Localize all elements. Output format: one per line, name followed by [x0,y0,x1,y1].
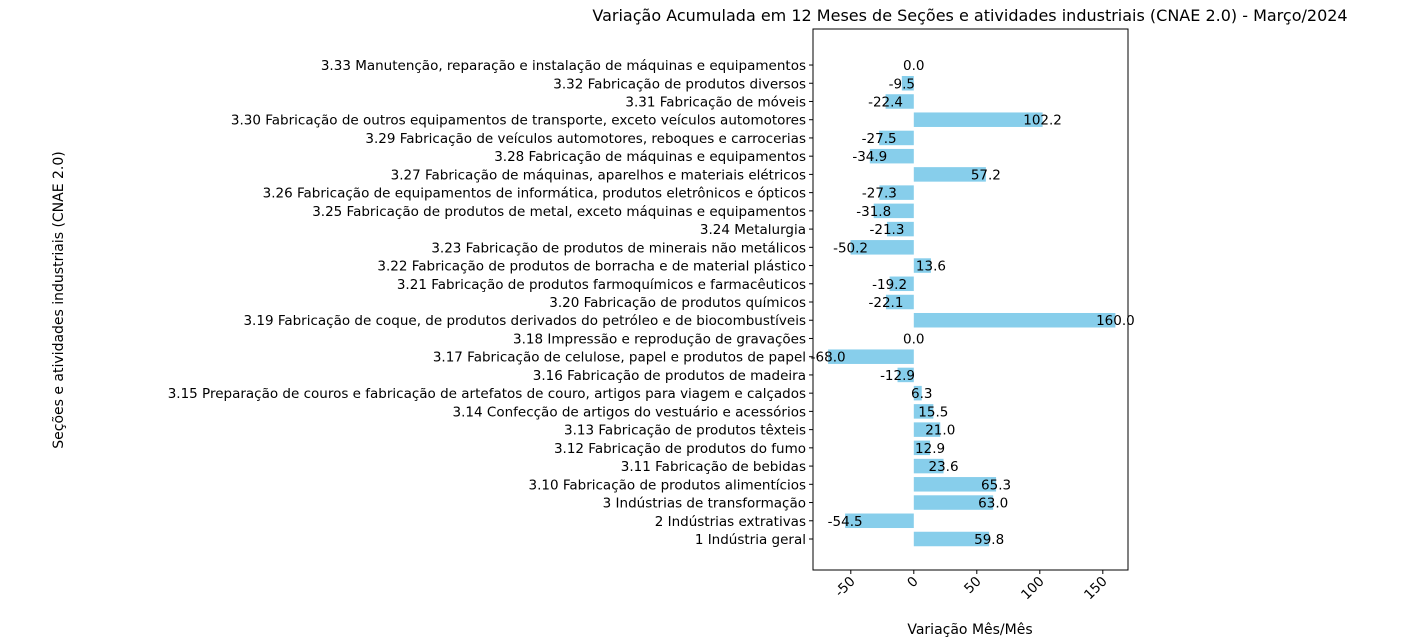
value-label: 15.5 [918,404,948,420]
category-label: 3.24 Metalurgia [700,222,806,238]
value-label: -34.9 [852,149,887,165]
bar [913,112,1043,127]
bar [885,294,914,310]
bar [913,440,931,456]
bar [889,276,914,292]
category-label: 3.12 Fabricação de produtos do fumo [554,441,806,457]
x-tick-label: -50 [832,574,859,601]
value-label: 63.0 [978,496,1008,512]
bar [879,130,914,146]
category-label: 3.11 Fabricação de bebidas [621,459,806,475]
x-tick-label: 0 [904,574,921,591]
value-label: -68.0 [811,350,846,366]
value-label: 6.3 [911,386,932,402]
bar [913,422,941,437]
chart-title: Variação Acumulada em 12 Meses de Seções… [592,6,1347,25]
category-label: 3.27 Fabricação de máquinas, aparelhos e… [391,167,806,183]
value-label: 65.3 [981,477,1011,493]
value-label: 13.6 [916,259,946,275]
category-label: 3.28 Fabricação de máquinas e equipament… [494,149,806,165]
category-label: 3.13 Fabricação de produtos têxteis [564,423,806,439]
value-label: 59.8 [974,532,1004,548]
category-label: 3.20 Fabricação de produtos químicos [549,295,806,311]
category-labels-group: 1 Indústria geral 2 Indústrias extrativas… [168,58,813,548]
value-label: 102.2 [1023,113,1062,129]
bar [886,221,914,237]
category-label: 2 Indústrias extrativas [655,514,806,530]
category-label: 3 Indústrias de transformação [603,496,806,512]
category-label: 3.15 Preparação de couros e fabricação d… [168,386,806,402]
category-label: 3.21 Fabricação de produtos farmoquímico… [397,277,806,293]
value-label: 21.0 [925,423,955,439]
category-label: 3.30 Fabricação de outros equipamentos d… [231,113,806,129]
bar [913,458,944,474]
bar [913,312,1116,328]
bar [828,349,914,364]
x-tick-label: 150 [1081,574,1111,604]
value-label: -21.3 [869,222,904,238]
category-label: 3.10 Fabricação de produtos alimentícios [528,477,806,493]
value-label: 57.2 [971,167,1001,183]
y-axis-label: Seções e atividades industriais (CNAE 2.… [51,151,67,449]
value-label: -12.9 [880,368,915,384]
x-tick-label: 50 [961,574,984,597]
value-label: -22.1 [868,295,903,311]
value-label: -22.4 [868,94,903,110]
x-ticks-group: -50 0 50 100 150 [832,570,1111,603]
bar [897,367,914,383]
value-label: 0.0 [903,58,924,74]
value-label: -27.5 [862,131,897,147]
bar [873,203,914,219]
value-labels-group: 59.8 -54.5 63.0 65.3 23.6 12.9 21.0 15.5 6.3 -12.… [811,58,1135,548]
category-label: 3.29 Fabricação de veículos automotores,… [365,131,806,147]
bar [913,385,922,401]
category-label: 3.31 Fabricação de móveis [625,94,806,110]
bar [913,258,931,273]
bars-group [828,76,1116,547]
value-label: 0.0 [903,331,924,347]
category-label: 3.16 Fabricação de produtos de madeira [533,368,806,384]
category-label: 3.33 Manutenção, reparação e instalação … [321,58,806,74]
category-label: 3.18 Impressão e reprodução de gravações [513,331,806,347]
bar [869,148,914,164]
value-label: -50.2 [833,240,868,256]
value-label: -31.8 [856,204,891,220]
category-label: 3.14 Confecção de artigos do vestuário e… [453,404,806,420]
category-label: 3.26 Fabricação de equipamentos de infor… [263,186,806,202]
bar [913,477,997,492]
value-label: 23.6 [929,459,959,475]
category-label: 3.25 Fabricação de produtos de metal, ex… [312,204,806,220]
category-label: 3.19 Fabricação de coque, de produtos de… [243,313,806,329]
bar [913,404,934,419]
bar [913,167,986,182]
value-label: 160.0 [1096,313,1135,329]
bar [913,531,990,547]
x-tick-label: 100 [1018,574,1048,604]
category-label: 3.22 Fabricação de produtos de borracha … [377,259,806,275]
value-label: -19.2 [872,277,907,293]
bar [845,513,914,529]
bar [901,76,914,91]
bar [885,94,914,109]
value-label: -27.3 [862,186,897,202]
category-label: 3.23 Fabricação de produtos de minerais … [431,240,806,256]
x-axis-label: Variação Mês/Mês [907,622,1032,638]
category-label: 3.17 Fabricação de celulose, papel e pro… [433,350,806,366]
plot-frame [812,28,1129,571]
bar [879,185,914,200]
value-label: -54.5 [828,514,863,530]
category-label: 1 Indústria geral [695,532,806,548]
bar [850,240,914,255]
category-label: 3.32 Fabricação de produtos diversos [553,76,806,92]
value-label: 12.9 [915,441,945,457]
bar [913,495,994,510]
value-label: -9.5 [889,76,915,92]
